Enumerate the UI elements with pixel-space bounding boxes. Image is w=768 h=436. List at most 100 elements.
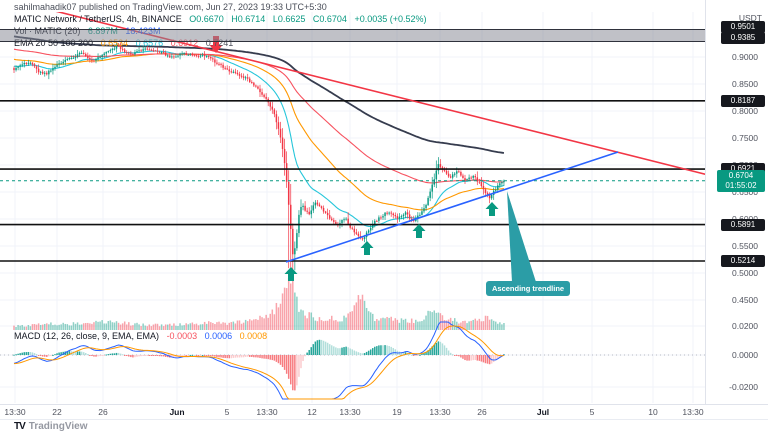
volume-bar (331, 315, 333, 330)
macd-histogram-bar (413, 355, 415, 356)
macd-histogram-bar (214, 355, 216, 357)
candle-body (343, 219, 345, 221)
volume-bar (351, 311, 353, 330)
candle-body (308, 211, 310, 215)
volume-bar (242, 322, 245, 330)
volume-bar (46, 323, 48, 330)
volume-bar (429, 311, 431, 330)
volume-bar (300, 309, 302, 330)
candle-body (490, 194, 493, 199)
volume-bar (142, 323, 144, 330)
macd-tick-label: -0.0200 (729, 382, 758, 392)
candle-body (251, 82, 253, 84)
macd-histogram-bar (343, 347, 345, 355)
candle-body (497, 185, 499, 190)
candle-body (304, 205, 306, 211)
candle-body (31, 62, 34, 65)
candle-body (17, 66, 19, 68)
ema-200-line (13, 35, 505, 154)
candle-body (107, 51, 110, 53)
candle-body (214, 59, 216, 63)
volume-bar (152, 324, 155, 330)
volume-bar (367, 311, 370, 330)
volume-bar (76, 322, 79, 330)
ema20-value: 0.6534 (100, 38, 129, 48)
time-tick-label: 13:30 (4, 407, 26, 417)
candle-body (105, 51, 107, 54)
candle-body (443, 169, 446, 171)
candle-body (58, 63, 60, 65)
price-tick-label: 0.8000 (732, 106, 758, 116)
ascending-trendline-callout[interactable]: Ascending trendline (486, 281, 571, 296)
candle-body (29, 62, 32, 64)
candle-body (394, 215, 397, 217)
supply-zone-band[interactable] (0, 29, 705, 42)
candle-body (234, 71, 237, 73)
candle-body (273, 109, 276, 115)
macd-histogram-bar (402, 352, 405, 355)
volume-bar (126, 324, 128, 330)
volume-bar (425, 315, 427, 330)
macd-legend-row[interactable]: MACD (12, 26, close, 9, EMA, EMA) -0.000… (14, 331, 272, 341)
time-axis[interactable]: 13:30 22 26 Jun 5 13:30 12 13:30 19 13:30 26 Jul 5 10… (0, 404, 768, 420)
volume-bar (384, 318, 386, 330)
candle-body (408, 214, 411, 219)
candle-body (253, 82, 255, 86)
volume-bar (402, 319, 405, 330)
volume-bar (167, 324, 169, 330)
volume-bar (290, 283, 292, 330)
volume-bar (339, 321, 341, 330)
symbol-legend-row[interactable]: MATIC Network / TetherUS, 4h, BINANCE O0… (14, 14, 432, 24)
candle-body (82, 52, 85, 54)
candle-body (181, 53, 183, 55)
volume-bar (193, 324, 196, 330)
volume-bar (484, 315, 487, 330)
time-tick-label: 26 (98, 407, 108, 417)
volume-bar (240, 323, 243, 330)
macd-histogram-bar (44, 355, 46, 357)
candle-body (66, 59, 69, 61)
volume-bar (78, 324, 81, 330)
macd-histogram-bar (339, 348, 341, 355)
candle-body (210, 56, 212, 59)
price-axis[interactable]: USDT 0.90000.85000.80000.75000.70000.650… (705, 0, 768, 404)
volume-bar (119, 324, 122, 330)
volume-bar (39, 324, 42, 330)
volume-bar (62, 322, 64, 330)
macd-histogram-bar (337, 348, 339, 355)
macd-histogram-bar (392, 348, 394, 355)
macd-histogram-bar (99, 355, 101, 357)
tradingview-logo[interactable]: TV TradingView (14, 421, 88, 432)
volume-bar (417, 321, 419, 330)
volume-bar (380, 318, 382, 330)
macd-histogram-bar (376, 346, 378, 355)
macd-histogram-bar (263, 355, 265, 359)
candle-body (386, 212, 388, 214)
macd-histogram-bar (35, 354, 38, 356)
candle-body (113, 48, 116, 50)
macd-histogram-bar (154, 355, 157, 356)
macd-histogram-bar (148, 355, 151, 356)
macd-histogram-bar (451, 354, 454, 356)
macd-histogram-bar (203, 355, 206, 356)
candle-body (91, 59, 93, 61)
candle-body (300, 206, 302, 215)
candle-body (474, 175, 476, 178)
ema-legend-row[interactable]: EMA 20 50 100 200 0.6534 0.6576 0.6912 0… (14, 38, 238, 48)
candle-body (421, 211, 423, 215)
macd-histogram-bar (372, 348, 374, 355)
macd-histogram-bar (417, 355, 419, 356)
volume-bar (445, 320, 448, 330)
macd-histogram-bar (220, 355, 222, 358)
macd-histogram-bar (267, 355, 269, 360)
volume-bar (164, 324, 167, 330)
volume-bar (146, 326, 148, 330)
volume-bar (195, 323, 198, 330)
macd-histogram-bar (76, 351, 79, 355)
volume-bar (121, 323, 124, 330)
volume-bar (257, 319, 259, 330)
volume-bar (341, 321, 343, 330)
volume-bar (347, 313, 349, 330)
